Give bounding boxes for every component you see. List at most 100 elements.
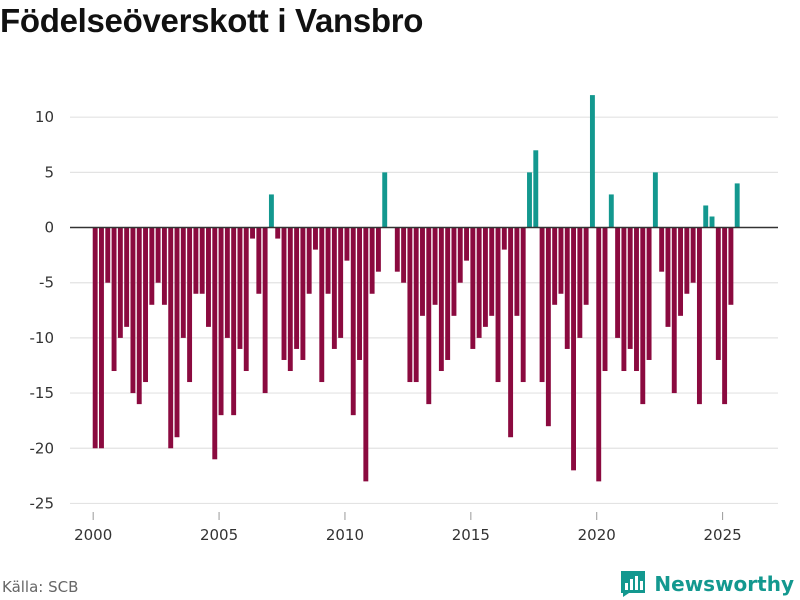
brand-logo: Newsworthy (620, 568, 794, 600)
y-tick-label: -20 (30, 439, 55, 457)
bar (149, 227, 155, 305)
bar (438, 227, 444, 372)
bar (432, 227, 438, 305)
bar (552, 227, 558, 305)
y-tick-label: -15 (30, 384, 55, 402)
bar (715, 227, 721, 360)
bar (136, 227, 142, 405)
bar (589, 95, 595, 228)
bar (174, 227, 180, 438)
bar (363, 227, 369, 482)
bar (187, 227, 193, 383)
bar (294, 227, 300, 349)
bar (464, 227, 469, 261)
bar (634, 227, 639, 372)
bar (445, 227, 451, 360)
bar (256, 227, 262, 294)
bar (105, 227, 111, 283)
bar (627, 227, 633, 349)
bar (709, 216, 715, 228)
bar (696, 227, 702, 405)
bar (652, 172, 658, 228)
y-tick-label: -25 (30, 494, 55, 512)
bar (143, 227, 148, 383)
x-tick-label: 2020 (578, 526, 616, 544)
bar (231, 227, 237, 416)
bar (243, 227, 249, 372)
bar (92, 227, 98, 449)
bar (703, 205, 709, 228)
x-tick-label: 2005 (200, 526, 238, 544)
bar (722, 227, 728, 405)
bar (161, 227, 167, 305)
bar (319, 227, 325, 383)
bar (325, 227, 331, 294)
bar (665, 227, 671, 327)
y-tick-label: 5 (44, 163, 54, 181)
bar (331, 227, 337, 349)
bar (527, 172, 532, 228)
bar (451, 227, 457, 316)
x-tick-label: 2025 (704, 526, 742, 544)
bar (180, 227, 186, 338)
bar (338, 227, 344, 338)
bar (545, 227, 551, 427)
bar (520, 227, 526, 383)
bar (426, 227, 432, 405)
bar (206, 227, 211, 327)
bar (621, 227, 627, 372)
bar (457, 227, 463, 283)
bar (539, 227, 545, 383)
x-tick-label: 2010 (326, 526, 364, 544)
bar (375, 227, 381, 272)
bar (577, 227, 583, 338)
bar (571, 227, 577, 471)
source-label: Källa: SCB (2, 578, 79, 596)
bar (262, 227, 268, 394)
bar (168, 227, 174, 449)
y-tick-label: -10 (30, 329, 55, 347)
bar (275, 227, 281, 239)
bar (671, 227, 677, 394)
bar (357, 227, 362, 360)
bar (111, 227, 117, 372)
y-tick-label: -5 (39, 274, 54, 292)
bar (407, 227, 413, 383)
bar (224, 227, 230, 338)
bar (728, 227, 734, 305)
bar (640, 227, 646, 405)
bar (193, 227, 199, 294)
bar (306, 227, 312, 294)
bar (268, 194, 274, 228)
bar (482, 227, 488, 327)
bar (313, 227, 318, 250)
bar (678, 227, 684, 316)
bar (401, 227, 407, 283)
bar (495, 227, 501, 383)
bar (237, 227, 243, 349)
bar (602, 227, 608, 372)
bar (382, 172, 388, 228)
bar (583, 227, 589, 305)
bar (476, 227, 482, 338)
bar (615, 227, 621, 338)
bar (300, 227, 306, 360)
x-axis-ticks: 2000 2005 2010 2015 2020 2025 (74, 512, 742, 544)
bar (533, 150, 539, 228)
bar (281, 227, 287, 360)
brand-name: Newsworthy (654, 572, 794, 596)
bar (124, 227, 130, 327)
bars (92, 95, 740, 482)
x-tick-label: 2015 (452, 526, 490, 544)
bar (514, 227, 520, 316)
y-tick-label: 0 (44, 219, 54, 237)
bar (470, 227, 476, 349)
bar (199, 227, 205, 294)
bar (646, 227, 652, 360)
bar (369, 227, 375, 294)
bar (608, 194, 614, 228)
y-tick-label: 10 (35, 108, 54, 126)
bar (117, 227, 123, 338)
bar (684, 227, 690, 294)
chart-title: Födelseöverskott i Vansbro (0, 2, 424, 39)
